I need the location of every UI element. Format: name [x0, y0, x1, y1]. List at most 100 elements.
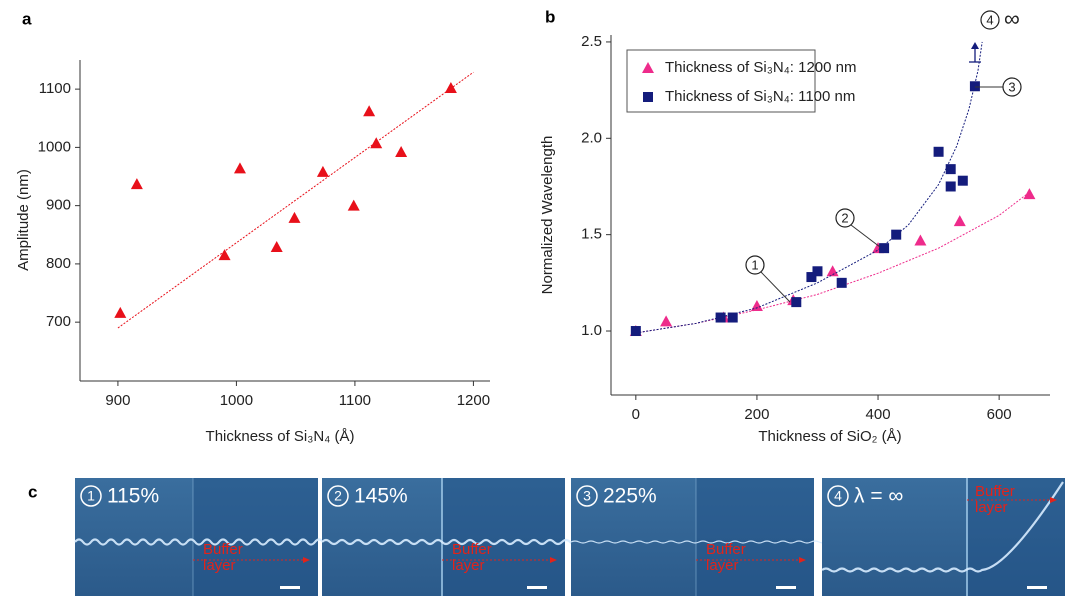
data-point	[1023, 188, 1036, 200]
buffer-region	[967, 478, 1065, 596]
fit-line	[635, 191, 1030, 334]
micrograph	[322, 478, 565, 596]
data-point	[715, 312, 726, 323]
buffer-label: BufferBuffer layer	[975, 483, 1015, 500]
y-tick-label: 1.0	[581, 322, 602, 339]
buffer-region	[442, 478, 565, 596]
annotation-circle	[1002, 77, 1022, 97]
scale-bar	[280, 586, 300, 589]
data-point	[347, 199, 360, 211]
panel-label: b	[545, 7, 555, 26]
buffer-region	[193, 478, 318, 596]
data-point	[630, 326, 641, 337]
buffer-label: layer	[203, 557, 236, 574]
data-point	[969, 81, 980, 92]
buffer-arrow-head	[799, 557, 806, 563]
buffer-label: layer	[706, 557, 739, 574]
y-tick-label: 900	[46, 197, 71, 214]
y-tick-label: 700	[46, 313, 71, 330]
legend-box	[626, 49, 816, 113]
buffer-label: BufferBuffer layer	[706, 541, 746, 558]
buffer-label: layer	[452, 557, 485, 574]
annotation: ∞	[1004, 6, 1020, 31]
arrow-head	[971, 42, 979, 49]
x-tick-label: 0	[632, 406, 640, 423]
buffer-label: BufferBuffer layer	[203, 541, 243, 558]
number-circle	[576, 485, 598, 507]
number: 2	[334, 488, 342, 504]
data-point	[370, 137, 383, 149]
buffer-arrow-head	[303, 557, 310, 563]
caption: λ = ∞	[854, 485, 903, 508]
number: 1	[87, 488, 95, 504]
number-circle	[327, 485, 349, 507]
data-point	[660, 315, 673, 327]
caption: 115%	[107, 485, 159, 508]
data-point	[945, 164, 956, 175]
number: 4	[834, 488, 842, 504]
data-point	[836, 277, 847, 288]
data-point	[891, 229, 902, 240]
number-circle	[80, 485, 102, 507]
data-point	[218, 249, 231, 261]
wrinkle	[821, 481, 1064, 573]
annotation-leader	[760, 271, 791, 303]
y-tick-label: 1000	[38, 138, 71, 155]
data-point	[270, 241, 283, 253]
annotation: 2	[841, 210, 848, 225]
x-tick-label: 900	[105, 392, 130, 409]
fit-line	[117, 71, 474, 329]
y-axis-title: Amplitude (nm)	[15, 169, 32, 271]
data-point	[826, 265, 839, 277]
buffer-label: BufferBuffer layer	[452, 541, 492, 558]
data-point	[791, 297, 802, 308]
scale-bar	[527, 586, 547, 589]
y-tick-label: 2.5	[581, 33, 602, 50]
legend-label: Thickness of Si₃N₄: 1200 nm	[665, 59, 856, 76]
data-point	[444, 81, 457, 93]
data-point	[812, 266, 823, 277]
buffer-label: layer	[975, 499, 1008, 516]
x-axis-title: Thickness of SiO₂ (Å)	[758, 428, 901, 445]
annotation: 3	[1008, 79, 1015, 94]
number-circle	[827, 485, 849, 507]
caption: 225%	[603, 485, 657, 508]
x-axis-title: Thickness of Si₃N₄ (Å)	[206, 428, 355, 445]
annotation-circle	[835, 208, 855, 228]
annotation: 1	[751, 257, 758, 272]
data-point	[914, 234, 927, 246]
data-point	[363, 105, 376, 117]
y-tick-label: 1.5	[581, 226, 602, 243]
x-tick-label: 200	[744, 406, 769, 423]
data-point	[953, 215, 966, 227]
x-tick-label: 1000	[220, 392, 253, 409]
x-tick-label: 400	[866, 406, 891, 423]
y-tick-label: 800	[46, 255, 71, 272]
x-tick-label: 600	[987, 406, 1012, 423]
data-point	[806, 272, 817, 283]
annotation-circle	[745, 255, 765, 275]
scale-bar	[1027, 586, 1047, 589]
buffer-arrow-head	[1050, 497, 1057, 503]
data-point	[130, 178, 143, 190]
y-tick-label: 1100	[39, 80, 71, 97]
wrinkle	[321, 538, 579, 546]
data-point	[233, 162, 246, 174]
micrograph	[75, 478, 318, 596]
data-point	[316, 165, 329, 177]
wrinkle	[570, 540, 828, 544]
annotation-circle	[980, 10, 1000, 30]
data-point	[114, 306, 127, 318]
scale-bar	[776, 586, 796, 589]
data-point	[945, 181, 956, 192]
data-point	[288, 211, 301, 223]
wrinkle	[74, 538, 332, 546]
annotation: 4	[986, 12, 993, 27]
buffer-arrow-head	[550, 557, 557, 563]
legend-label: Thickness of Si₃N₄: 1100 nm	[665, 88, 855, 105]
panel-label: a	[22, 9, 32, 28]
legend-marker	[643, 92, 653, 102]
panel-label: c	[28, 482, 37, 501]
